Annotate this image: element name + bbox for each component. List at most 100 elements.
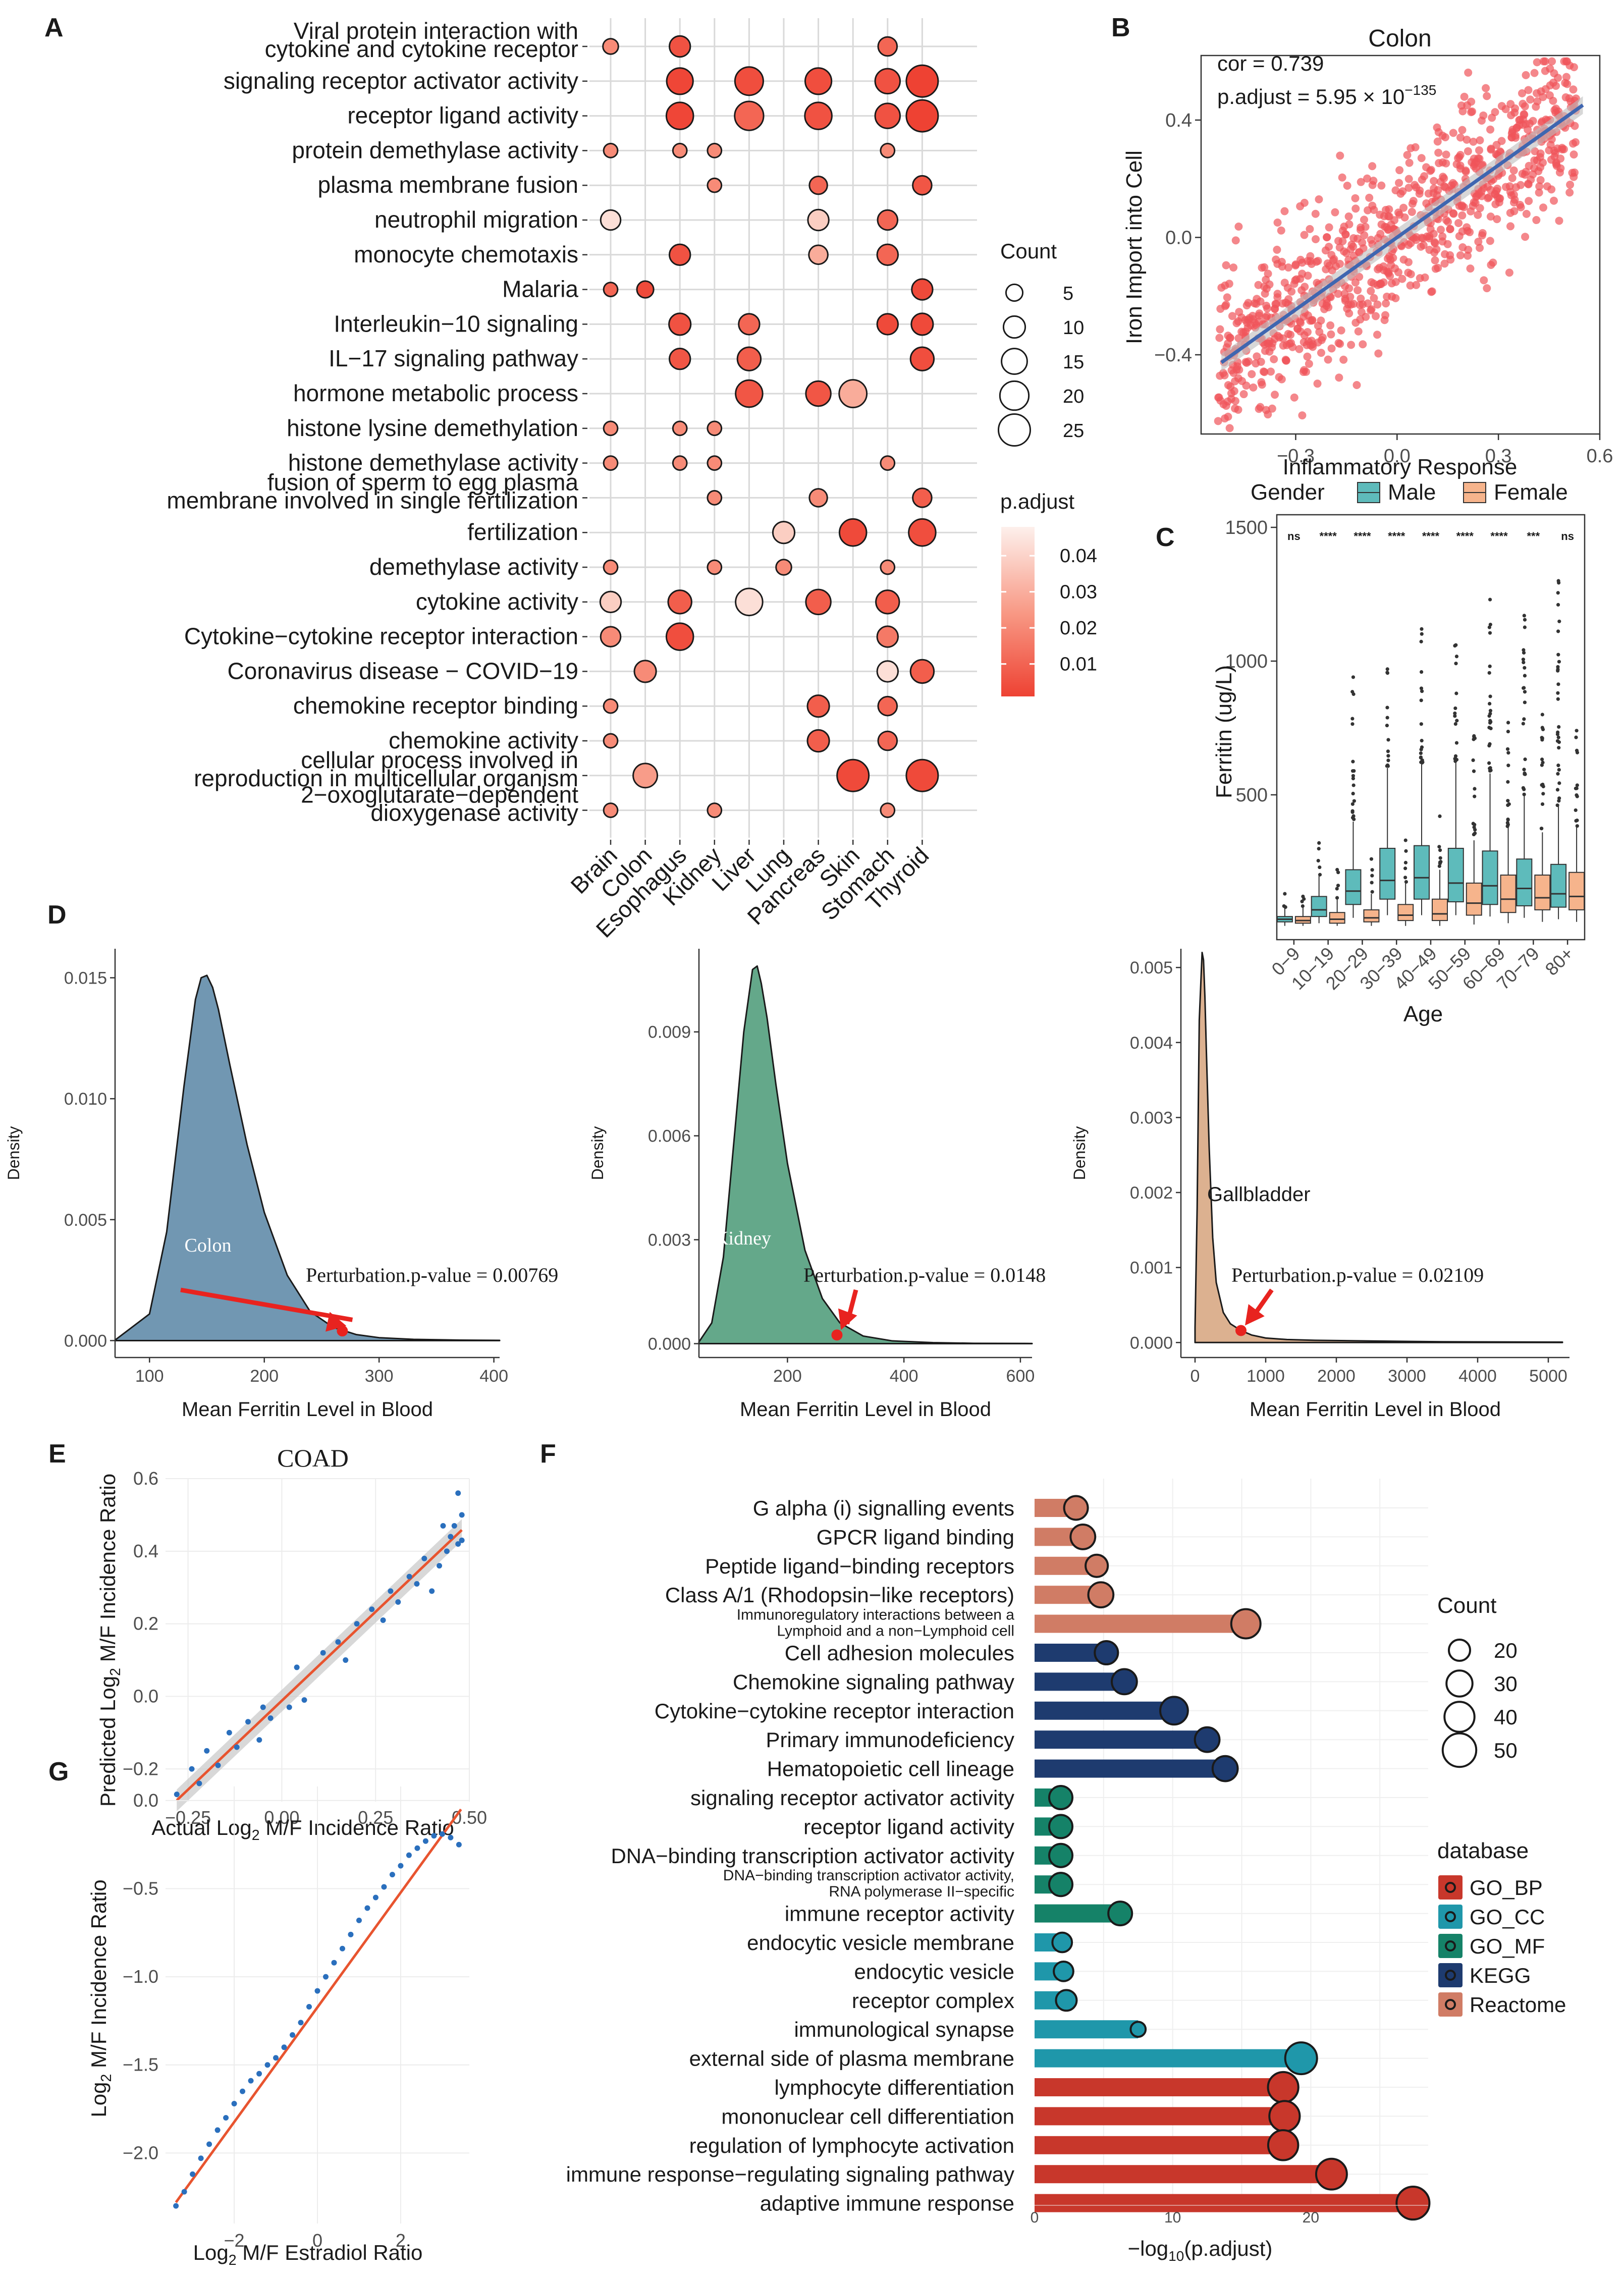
outlier-point (1351, 774, 1356, 778)
data-point (1474, 154, 1483, 162)
y-axis-label-main: Log (87, 2082, 111, 2117)
count-dot (1194, 1726, 1221, 1753)
plot-frame (1200, 55, 1601, 435)
data-point (1524, 86, 1533, 94)
x-axis-label: Age (1403, 1002, 1443, 1026)
enrichment-dot (707, 490, 723, 506)
x-tick-label: 0.00 (264, 1807, 299, 1828)
data-point (1318, 333, 1327, 342)
data-point (1467, 97, 1476, 106)
data-point (1417, 242, 1425, 251)
bar (1035, 2020, 1139, 2039)
panel-label-b: B (1111, 13, 1130, 42)
count-dot (1048, 1814, 1074, 1839)
y-axis-label: Density (5, 1126, 23, 1180)
panel-b: B (1111, 13, 1130, 42)
x-axis-label-main: Actual Log (151, 1816, 251, 1839)
data-point (264, 2062, 270, 2068)
data-point (1476, 204, 1484, 212)
size-legend-label: 50 (1494, 1739, 1518, 1762)
outlier-point (1523, 618, 1527, 622)
data-point (1411, 181, 1419, 189)
outlier-point (1506, 817, 1510, 822)
perturbation-annotation: Perturbation.p-value = 0.02109 (1231, 1264, 1484, 1286)
outlier-point (1574, 786, 1578, 790)
outlier-point (1419, 722, 1423, 726)
data-point (1460, 92, 1469, 101)
legend-label: Reactome (1470, 1993, 1566, 2017)
data-point (335, 1639, 341, 1645)
enrichment-dot (804, 101, 833, 130)
data-point (1466, 228, 1474, 237)
data-point (1324, 355, 1332, 364)
data-point (1454, 219, 1463, 227)
data-point (1264, 269, 1272, 278)
box (1447, 848, 1464, 902)
data-point (431, 1833, 437, 1839)
data-point (1533, 89, 1541, 97)
enrichment-dot (805, 380, 832, 407)
outlier-point (1556, 691, 1560, 695)
x-axis-label: Mean Ferritin Level in Blood (740, 1398, 991, 1421)
term-label: cellular process involved in (301, 747, 578, 773)
count-dot (1267, 2129, 1300, 2161)
data-point (1483, 92, 1491, 100)
y-tick-label: 0.6 (133, 1468, 158, 1489)
outlier-point (1555, 788, 1560, 792)
tissue-label: Kidney (715, 1228, 771, 1249)
enrichment-dot (707, 455, 723, 471)
panel-c: C (1156, 523, 1175, 552)
outlier-point (1454, 691, 1458, 695)
term-label: receptor complex (852, 1989, 1014, 2013)
data-point (1536, 163, 1545, 172)
bar (1035, 2049, 1302, 2068)
data-point (1532, 102, 1540, 111)
size-legend-label: 15 (1063, 352, 1084, 373)
term-label: IL−17 signaling pathway (329, 345, 578, 371)
padjust-annotation: p.adjust = 5.95 × 10−135 (1217, 82, 1436, 109)
data-point (356, 1917, 362, 1923)
data-point (1483, 284, 1491, 293)
y-axis-label: Iron Import into Cell (1122, 150, 1147, 344)
x-tick-label: 2000 (1317, 1367, 1356, 1386)
enrichment-dot (807, 208, 830, 232)
count-dot (1230, 1608, 1262, 1640)
term-label: chemokine receptor binding (293, 692, 578, 719)
panel-f-bars: G alpha (i) signalling events GPCR ligand… (566, 1479, 1566, 2264)
data-point (1406, 281, 1415, 290)
outlier-point (1488, 769, 1492, 773)
box (1432, 898, 1448, 921)
enrichment-dot (672, 420, 688, 437)
outlier-point (1351, 675, 1356, 679)
x-tick-label: 200 (250, 1367, 279, 1386)
regression-line (1220, 103, 1584, 364)
outlier-point (1420, 689, 1424, 693)
data-point (1522, 71, 1530, 79)
outlier-point (1301, 904, 1305, 908)
size-legend-circle (1001, 348, 1028, 375)
enrichment-dot (806, 694, 830, 718)
term-label: protein demethylase activity (292, 137, 578, 163)
enrichment-dot (666, 67, 694, 95)
significance-label: ns (1561, 530, 1574, 543)
panel-d1-density: 100 200 300 400 0.000 0.005 0.010 0.015 Perturba… (5, 949, 558, 1421)
outlier-point (1301, 894, 1305, 898)
data-point (1569, 150, 1578, 159)
x-axis-label-rest: M/F Incidence Ratio (260, 1816, 454, 1839)
outlier-point (1540, 736, 1544, 740)
outlier-point (1473, 787, 1477, 791)
data-point (1344, 212, 1353, 221)
data-point (1383, 292, 1391, 301)
data-point (1433, 137, 1442, 146)
outlier-point (1385, 764, 1389, 768)
data-point (1456, 133, 1465, 142)
data-point (1264, 410, 1272, 419)
x-tick-label: −0.3 (1277, 446, 1315, 467)
data-point (1248, 370, 1256, 378)
data-point (1508, 174, 1517, 182)
panel-d2-density: 200 400 600 0.000 0.003 0.006 0.009 Perturbatio… (588, 949, 1046, 1421)
data-point (1278, 262, 1286, 271)
data-point (1214, 417, 1222, 425)
data-point (448, 1834, 454, 1840)
x-tick-label: 100 (135, 1367, 164, 1386)
